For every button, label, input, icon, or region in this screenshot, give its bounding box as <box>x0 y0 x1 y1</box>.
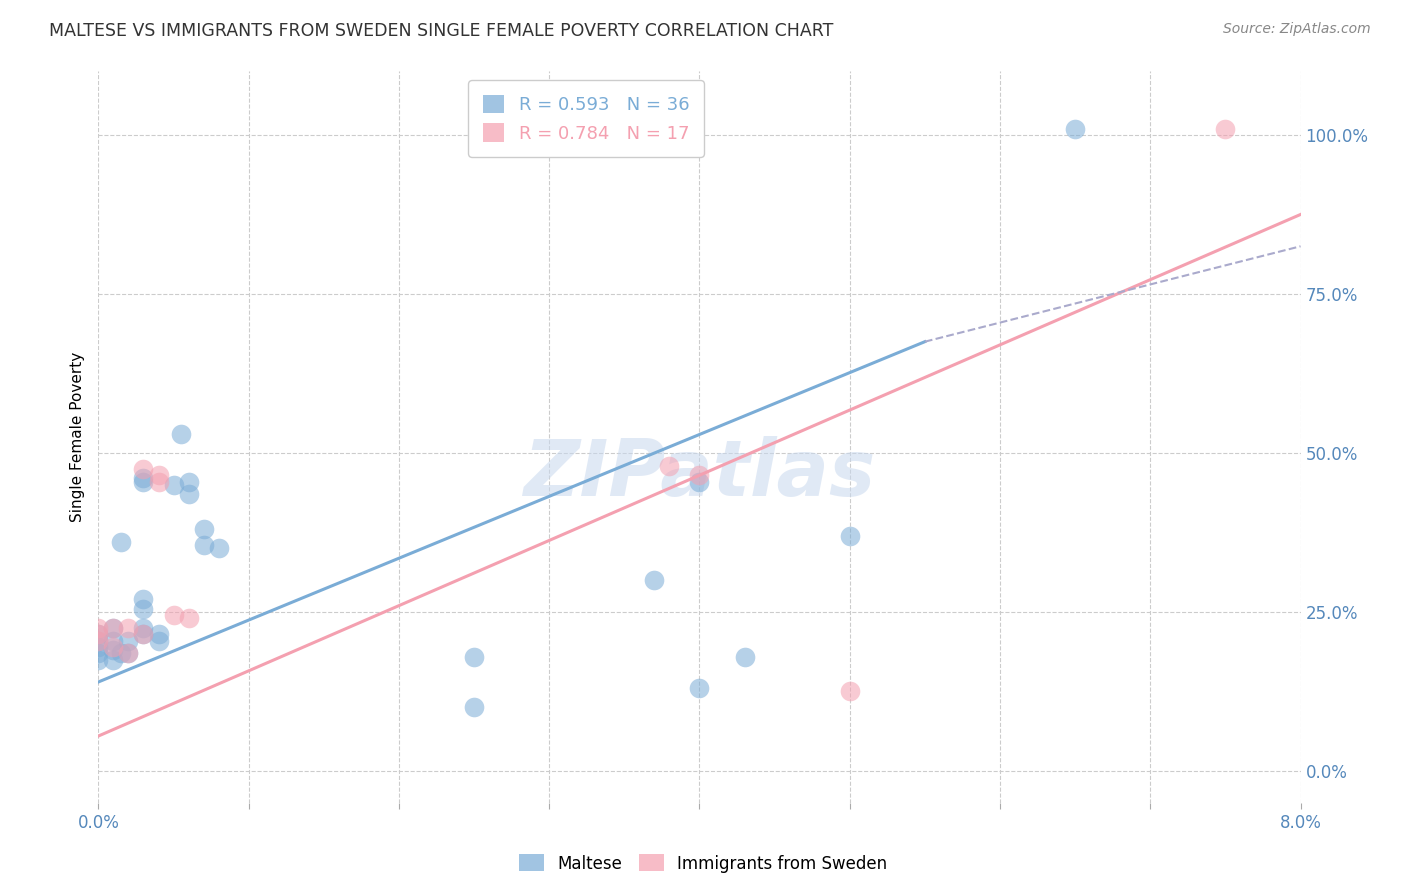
Point <box>110 535 132 549</box>
Y-axis label: Single Female Poverty: Single Female Poverty <box>70 352 86 522</box>
Point <box>658 458 681 473</box>
Point <box>148 633 170 648</box>
Point <box>170 426 193 441</box>
Point <box>177 487 200 501</box>
Point <box>87 653 110 667</box>
Point <box>689 681 711 696</box>
Point <box>117 621 139 635</box>
Point <box>162 608 184 623</box>
Point <box>132 471 155 485</box>
Point <box>177 475 200 489</box>
Point <box>103 633 125 648</box>
Point <box>148 627 170 641</box>
Point <box>87 633 110 648</box>
Point <box>193 522 215 536</box>
Point <box>87 621 110 635</box>
Point <box>87 640 110 654</box>
Point <box>87 633 110 648</box>
Point <box>132 602 155 616</box>
Point <box>117 633 139 648</box>
Point <box>148 475 170 489</box>
Legend: R = 0.593   N = 36, R = 0.784   N = 17: R = 0.593 N = 36, R = 0.784 N = 17 <box>468 80 704 157</box>
Text: MALTESE VS IMMIGRANTS FROM SWEDEN SINGLE FEMALE POVERTY CORRELATION CHART: MALTESE VS IMMIGRANTS FROM SWEDEN SINGLE… <box>49 22 834 40</box>
Point <box>463 700 485 714</box>
Point <box>132 621 155 635</box>
Point <box>117 646 139 660</box>
Point <box>132 627 155 641</box>
Point <box>103 653 125 667</box>
Point <box>1215 121 1237 136</box>
Point <box>110 646 132 660</box>
Point <box>117 646 139 660</box>
Point <box>148 468 170 483</box>
Point <box>87 627 110 641</box>
Point <box>103 643 125 657</box>
Text: Source: ZipAtlas.com: Source: ZipAtlas.com <box>1223 22 1371 37</box>
Point <box>132 462 155 476</box>
Point <box>103 640 125 654</box>
Point <box>87 627 110 641</box>
Point <box>193 538 215 552</box>
Legend: Maltese, Immigrants from Sweden: Maltese, Immigrants from Sweden <box>512 847 894 880</box>
Point <box>689 468 711 483</box>
Point <box>132 592 155 607</box>
Point <box>87 646 110 660</box>
Point <box>838 529 860 543</box>
Point <box>132 475 155 489</box>
Point <box>208 541 231 556</box>
Text: ZIPatlas: ZIPatlas <box>523 435 876 512</box>
Point <box>162 477 184 491</box>
Point <box>838 684 860 698</box>
Point <box>689 475 711 489</box>
Point <box>132 627 155 641</box>
Point <box>463 649 485 664</box>
Point <box>1064 121 1087 136</box>
Point <box>103 621 125 635</box>
Point <box>103 621 125 635</box>
Point <box>734 649 756 664</box>
Point <box>177 611 200 625</box>
Point <box>643 573 665 587</box>
